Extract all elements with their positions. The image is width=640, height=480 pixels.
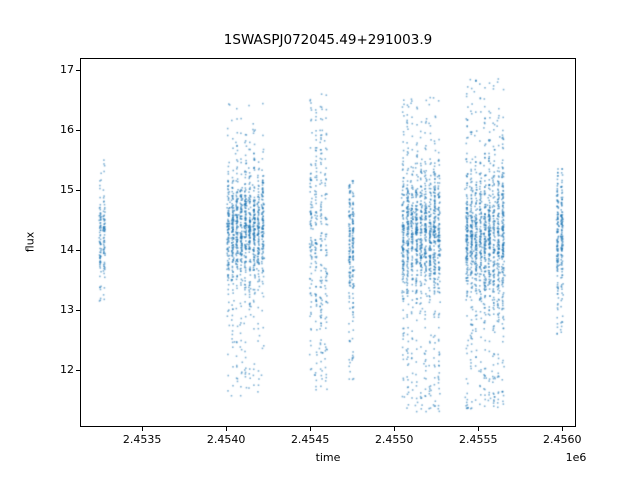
y-tick-mark (76, 370, 80, 371)
x-tick-mark (562, 427, 564, 431)
y-tick-mark (76, 250, 80, 251)
y-tick-label: 16 (60, 123, 74, 136)
x-tick-mark (394, 427, 396, 431)
y-tick-label: 12 (60, 363, 74, 376)
x-tick-label: 2.4535 (122, 433, 162, 446)
x-tick-label: 2.4550 (374, 433, 414, 446)
x-tick-mark (142, 427, 144, 431)
chart-title: 1SWASPJ072045.49+291003.9 (223, 32, 433, 48)
x-axis-label: time (315, 451, 341, 464)
y-tick-mark (76, 130, 80, 131)
x-tick-label: 2.4545 (290, 433, 330, 446)
y-tick-mark (76, 70, 80, 71)
y-axis-label: flux (23, 231, 37, 253)
y-tick-label: 17 (60, 63, 74, 76)
x-tick-mark (226, 427, 228, 431)
x-tick-label: 2.4555 (458, 433, 498, 446)
x-tick-mark (310, 427, 312, 431)
x-tick-mark (478, 427, 480, 431)
scatter-points-canvas (80, 58, 576, 427)
x-tick-label: 2.4560 (542, 433, 582, 446)
y-tick-label: 15 (60, 183, 74, 196)
y-tick-mark (76, 310, 80, 311)
x-tick-label: 2.4540 (206, 433, 246, 446)
y-tick-mark (76, 190, 80, 191)
y-tick-label: 14 (60, 243, 74, 256)
y-tick-label: 13 (60, 303, 74, 316)
x-axis-offset-label: 1e6 (565, 451, 587, 464)
